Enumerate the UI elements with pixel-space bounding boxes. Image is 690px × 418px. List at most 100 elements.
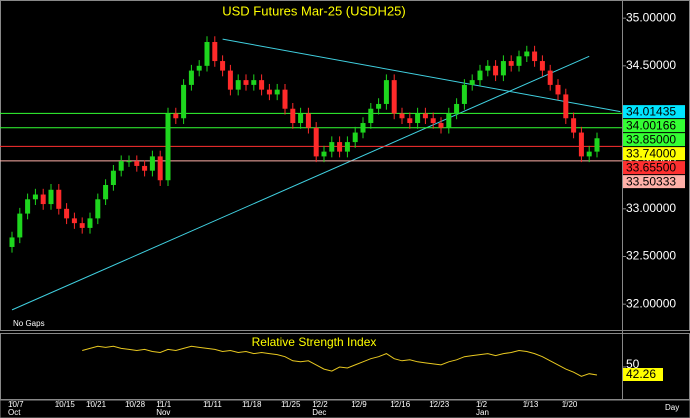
- level-label: 33.74000: [626, 146, 676, 160]
- level-label: 34.00166: [626, 118, 676, 132]
- x-tick-label: 11/18: [242, 400, 262, 409]
- month-label: Nov: [156, 408, 170, 417]
- candle-body: [438, 123, 444, 128]
- candle-body: [493, 65, 499, 76]
- candle-body: [539, 61, 545, 71]
- candle-body: [477, 70, 483, 81]
- rsi-value-box: [623, 367, 663, 381]
- level-box: [623, 119, 685, 133]
- x-tick-label: 10/28: [125, 400, 146, 409]
- level-box: [623, 175, 685, 189]
- month-label: Jan: [476, 408, 489, 417]
- candle-body: [469, 80, 475, 85]
- level-box: [623, 133, 685, 147]
- candle-body: [48, 189, 54, 205]
- candle-body: [532, 51, 538, 62]
- candle-body: [235, 80, 241, 90]
- x-tick-label: 11/11: [203, 400, 222, 409]
- x-tick-label: 12/2: [312, 400, 328, 409]
- candle-body: [337, 142, 343, 152]
- candle-body: [79, 223, 85, 228]
- chart-title: USD Futures Mar-25 (USDH25): [222, 3, 406, 18]
- candle-body: [212, 41, 218, 62]
- rsi-title: Relative Strength Index: [252, 335, 377, 349]
- candle-body: [290, 108, 296, 124]
- candle-body: [586, 151, 592, 157]
- y-tick-label: 33.00000: [626, 201, 676, 215]
- trendline: [11, 55, 590, 311]
- candle-body: [391, 80, 397, 114]
- candle-body: [298, 113, 304, 124]
- candle-body: [508, 61, 514, 66]
- candle-body: [25, 199, 31, 214]
- candle-body: [594, 138, 600, 152]
- candle-body: [71, 218, 77, 224]
- x-tick-label: 12/23: [429, 400, 450, 409]
- trendline: [222, 38, 621, 113]
- candle-body: [32, 194, 38, 200]
- y-tick-label: 35.00000: [626, 10, 676, 24]
- candle-body: [165, 113, 171, 181]
- candle-body: [204, 41, 210, 66]
- x-tick-label: 12/16: [390, 400, 411, 409]
- candle-body: [383, 80, 389, 104]
- rsi-value-label: 42.26: [626, 367, 656, 381]
- candle-body: [352, 132, 358, 143]
- candle-body: [524, 51, 530, 57]
- candle-body: [220, 61, 226, 71]
- candle-body: [571, 118, 577, 133]
- candle-body: [274, 89, 280, 95]
- candle-body: [103, 184, 109, 200]
- candle-body: [282, 89, 288, 109]
- candle-body: [157, 156, 163, 181]
- candle-body: [110, 170, 116, 185]
- y-tick-label: 32.50000: [626, 249, 676, 263]
- candle-body: [188, 70, 194, 85]
- candle-body: [461, 84, 467, 104]
- candle-body: [181, 84, 187, 119]
- candle-body: [547, 70, 553, 85]
- x-tick-label: 1/13: [523, 400, 539, 409]
- candle-body: [227, 70, 233, 90]
- candle-body: [243, 80, 249, 85]
- candle-body: [563, 94, 569, 119]
- level-label: 33.65500: [626, 160, 676, 174]
- month-label: Dec: [312, 408, 326, 417]
- candle-body: [407, 118, 413, 124]
- candle-body: [454, 103, 460, 114]
- candle-body: [173, 113, 179, 119]
- x-unit: Day: [665, 403, 679, 412]
- candle-body: [126, 161, 132, 163]
- candle-body: [134, 161, 140, 166]
- candle-body: [500, 61, 506, 76]
- candle-body: [40, 194, 46, 205]
- candle-body: [516, 56, 522, 66]
- candle-body: [329, 142, 335, 152]
- level-box: [623, 161, 685, 175]
- candle-body: [95, 199, 101, 219]
- candle-body: [149, 156, 155, 171]
- candle-body: [430, 118, 436, 124]
- candle-body: [399, 113, 405, 119]
- candle-body: [196, 65, 202, 71]
- level-box: [623, 147, 685, 161]
- level-label: 34.01435: [626, 104, 676, 118]
- y-tick-label: 32.00000: [626, 296, 676, 310]
- candle-body: [555, 84, 561, 95]
- candle-body: [321, 151, 327, 157]
- rsi-line: [82, 345, 598, 377]
- x-tick-label: 10/7: [8, 400, 24, 409]
- gap-note: No Gaps: [13, 319, 45, 328]
- y-tick-label: 34.50000: [626, 58, 676, 72]
- candle-body: [446, 113, 452, 128]
- x-tick-label: 12/9: [351, 400, 367, 409]
- candle-body: [87, 218, 93, 228]
- x-tick-label: 1/20: [562, 400, 578, 409]
- candle-body: [422, 113, 428, 119]
- candle-body: [9, 237, 15, 247]
- x-tick-label: 10/21: [86, 400, 107, 409]
- level-label: 33.85000: [626, 132, 676, 146]
- candle-body: [305, 113, 311, 128]
- x-tick-label: 10/15: [55, 400, 76, 409]
